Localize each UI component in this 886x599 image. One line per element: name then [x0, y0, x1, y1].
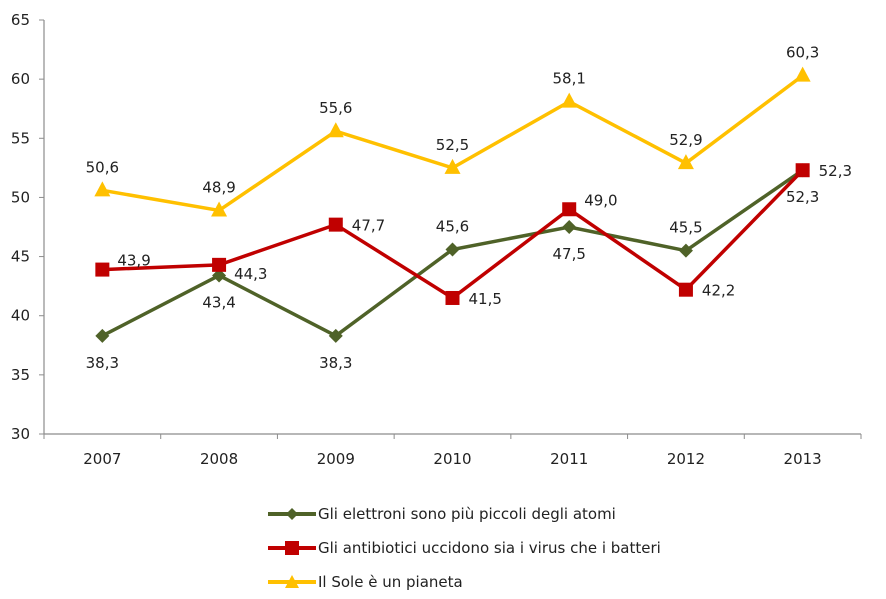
- series-markers: [94, 66, 811, 343]
- legend-item-electrons[interactable]: Gli elettroni sono più piccoli degli ato…: [268, 497, 661, 531]
- data-point-triangle: [94, 181, 111, 197]
- data-label: 45,5: [669, 219, 702, 237]
- y-tick-label: 45: [11, 248, 30, 266]
- y-tick-label: 40: [11, 307, 30, 325]
- data-point-triangle: [794, 66, 811, 82]
- data-label: 43,4: [202, 293, 235, 311]
- y-tick-label: 35: [11, 366, 30, 384]
- y-tick-label: 55: [11, 129, 30, 147]
- y-tick-label: 30: [11, 425, 30, 443]
- data-point-diamond: [678, 243, 693, 258]
- data-label: 52,5: [436, 136, 469, 154]
- legend-item-antibiotics[interactable]: Gli antibiotici uccidono sia i virus che…: [268, 531, 661, 565]
- data-point-triangle: [561, 92, 578, 108]
- y-tick-label: 65: [11, 11, 30, 29]
- data-label: 49,0: [584, 191, 617, 209]
- legend-label: Gli elettroni sono più piccoli degli ato…: [318, 505, 616, 523]
- data-label: 52,9: [669, 131, 702, 149]
- data-point-square: [328, 217, 343, 232]
- data-point-square: [445, 290, 460, 305]
- data-point-diamond: [445, 242, 460, 257]
- data-point-diamond: [95, 328, 110, 343]
- x-tick-label: 2007: [83, 450, 121, 468]
- data-label: 47,5: [553, 245, 586, 263]
- triangle-marker-icon: [268, 575, 316, 588]
- data-label: 44,3: [234, 265, 267, 283]
- x-tick-label: 2010: [433, 450, 471, 468]
- y-tick-label: 50: [11, 188, 30, 206]
- data-point-diamond: [328, 328, 343, 343]
- data-label: 38,3: [319, 354, 352, 372]
- data-label: 58,1: [553, 70, 586, 88]
- legend-item-sun[interactable]: Il Sole è un pianeta: [268, 565, 661, 599]
- data-label: 55,6: [319, 99, 352, 117]
- data-label: 43,9: [117, 252, 150, 270]
- legend-label: Gli antibiotici uccidono sia i virus che…: [318, 539, 661, 557]
- data-point-triangle: [677, 154, 694, 170]
- data-label: 50,6: [86, 158, 119, 176]
- legend-label: Il Sole è un pianeta: [318, 573, 463, 591]
- data-point-square: [212, 257, 227, 272]
- legend: Gli elettroni sono più piccoli degli ato…: [268, 497, 661, 599]
- diamond-marker-icon: [268, 508, 316, 520]
- axes: 30 35 40 45 50 55 60 65 2007 2008 2009 2010 2011 2012…: [11, 11, 862, 468]
- data-label: 60,3: [786, 44, 819, 62]
- x-tick-label: 2011: [550, 450, 588, 468]
- x-tick-label: 2008: [200, 450, 238, 468]
- data-label: 47,7: [352, 217, 385, 235]
- data-label: 42,2: [702, 282, 735, 300]
- square-marker-icon: [268, 541, 316, 555]
- x-tick-label: 2009: [317, 450, 355, 468]
- y-tick-label: 60: [11, 70, 30, 88]
- data-point-triangle: [211, 201, 228, 217]
- data-point-square: [678, 282, 693, 297]
- data-point-triangle: [444, 158, 461, 174]
- data-point-square: [562, 202, 577, 217]
- data-label: 48,9: [202, 178, 235, 196]
- data-point-square: [95, 262, 110, 277]
- data-label: 52,3: [819, 162, 852, 180]
- data-labels: 38,3 43,4 38,3 45,6 47,5 45,5 52,3 43,9 44,3 47,7…: [86, 44, 852, 372]
- data-point-diamond: [212, 268, 227, 283]
- data-label: 52,3: [786, 188, 819, 206]
- data-label: 41,5: [469, 290, 502, 308]
- x-tick-label: 2012: [667, 450, 705, 468]
- data-point-diamond: [562, 220, 577, 234]
- data-point-triangle: [327, 122, 344, 138]
- data-point-square: [795, 163, 810, 178]
- x-tick-label: 2013: [784, 450, 822, 468]
- data-label: 45,6: [436, 217, 469, 235]
- data-label: 38,3: [86, 354, 119, 372]
